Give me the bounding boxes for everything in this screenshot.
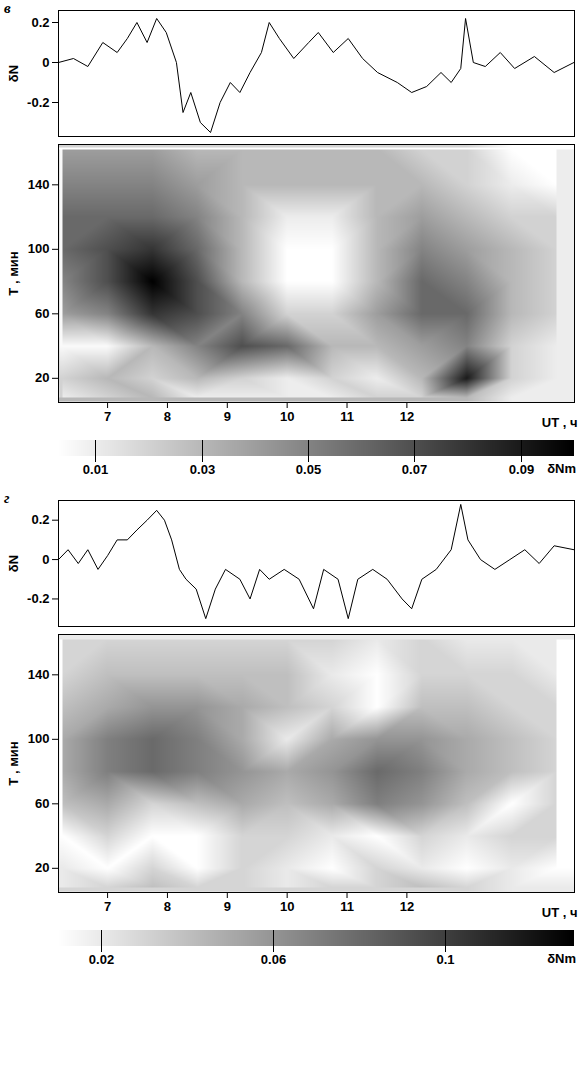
svg-text:δN: δN (6, 65, 21, 82)
svg-text:0.2: 0.2 (31, 15, 49, 30)
svg-text:100: 100 (28, 731, 50, 746)
html-text:г: г (4, 490, 10, 506)
svg-text:9: 9 (224, 899, 231, 914)
svg-text:60: 60 (35, 306, 49, 321)
svg-text:0.03: 0.03 (190, 462, 215, 477)
svg-text:60: 60 (35, 796, 49, 811)
svg-text:9: 9 (224, 409, 231, 424)
svg-text:20: 20 (35, 860, 49, 875)
svg-text:T , мин: T , мин (6, 251, 21, 295)
svg-text:11: 11 (340, 409, 354, 424)
svg-text:-0.2: -0.2 (27, 95, 49, 110)
svg-text:12: 12 (400, 899, 414, 914)
svg-text:10: 10 (280, 899, 294, 914)
svg-text:140: 140 (28, 667, 50, 682)
svg-text:8: 8 (164, 899, 171, 914)
html-text:δNm: δNm (547, 461, 576, 476)
svg-text:20: 20 (35, 370, 49, 385)
svg-text:0.2: 0.2 (31, 512, 49, 527)
svg-text:δN: δN (6, 555, 21, 572)
svg-text:UT , ч: UT , ч (542, 415, 578, 430)
svg-text:UT , ч: UT , ч (542, 905, 578, 920)
svg-text:-0.2: -0.2 (27, 591, 49, 606)
svg-text:0.06: 0.06 (261, 952, 286, 967)
svg-text:0.02: 0.02 (89, 952, 114, 967)
svg-text:11: 11 (340, 899, 354, 914)
svg-text:T , мин: T , мин (6, 741, 21, 785)
svg-text:7: 7 (104, 409, 111, 424)
svg-text:0: 0 (42, 55, 49, 70)
svg-text:0.09: 0.09 (509, 462, 534, 477)
svg-text:7: 7 (104, 899, 111, 914)
svg-text:10: 10 (280, 409, 294, 424)
svg-text:100: 100 (28, 241, 50, 256)
html-text:δNm: δNm (547, 951, 576, 966)
svg-text:8: 8 (164, 409, 171, 424)
svg-text:0: 0 (42, 552, 49, 567)
svg-text:0.1: 0.1 (436, 952, 454, 967)
svg-text:12: 12 (400, 409, 414, 424)
svg-text:0.01: 0.01 (83, 462, 108, 477)
svg-text:0.07: 0.07 (402, 462, 427, 477)
svg-text:140: 140 (28, 177, 50, 192)
html-text:в: в (4, 0, 11, 16)
svg-text:0.05: 0.05 (296, 462, 321, 477)
